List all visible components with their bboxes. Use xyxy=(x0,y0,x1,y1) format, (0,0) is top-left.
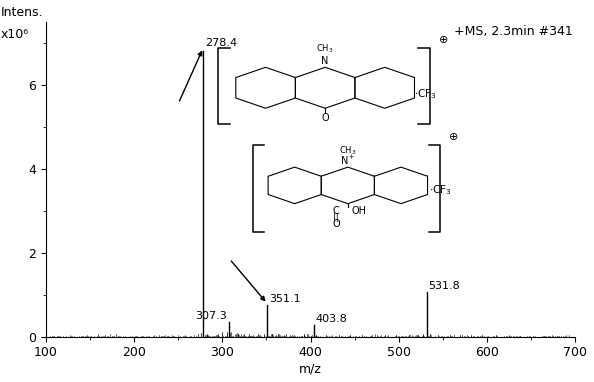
Text: $\oplus$: $\oplus$ xyxy=(447,131,458,142)
Text: ||: || xyxy=(333,213,339,222)
Text: 351.1: 351.1 xyxy=(269,294,301,304)
Text: O: O xyxy=(333,219,340,228)
Text: $\oplus$: $\oplus$ xyxy=(438,34,448,45)
Text: CH$_3$: CH$_3$ xyxy=(317,43,334,55)
Text: 307.3: 307.3 xyxy=(195,311,227,320)
Text: C: C xyxy=(333,206,340,215)
Text: N: N xyxy=(321,56,329,66)
Text: Intens.: Intens. xyxy=(1,6,43,19)
Text: 531.8: 531.8 xyxy=(428,281,460,291)
Text: OH: OH xyxy=(352,206,367,215)
Text: $\cdot$CF$_3$: $\cdot$CF$_3$ xyxy=(429,183,451,197)
Text: x10⁶: x10⁶ xyxy=(1,28,29,41)
Text: $\cdot$CF$_3$: $\cdot$CF$_3$ xyxy=(414,87,437,101)
Text: O: O xyxy=(321,113,329,123)
Text: 278.4: 278.4 xyxy=(205,38,237,48)
Text: 403.8: 403.8 xyxy=(315,314,347,324)
Text: +MS, 2.3min #341: +MS, 2.3min #341 xyxy=(454,25,573,38)
X-axis label: m/z: m/z xyxy=(299,362,322,375)
Text: N$^+$: N$^+$ xyxy=(340,154,356,167)
Text: CH$_3$: CH$_3$ xyxy=(339,144,356,157)
